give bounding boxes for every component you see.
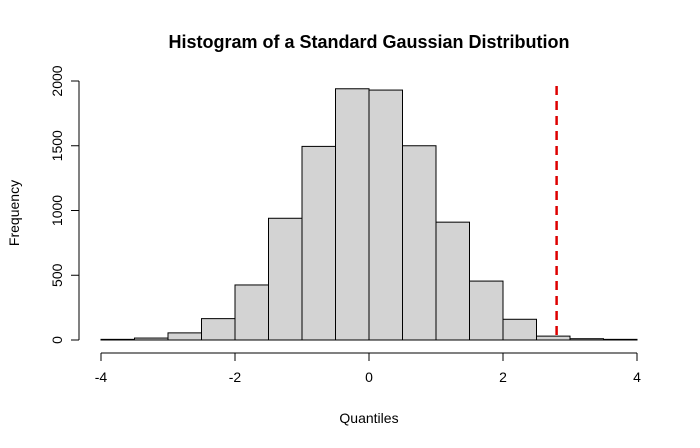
histogram-bar bbox=[234, 284, 269, 341]
x-axis: -4 -2 0 2 4 bbox=[95, 352, 641, 385]
y-tick-label: 1000 bbox=[49, 195, 65, 226]
x-tick-label: -2 bbox=[229, 369, 242, 385]
x-tick-label: -4 bbox=[95, 369, 108, 385]
histogram-bar bbox=[301, 145, 336, 341]
y-tick-label: 2000 bbox=[49, 65, 65, 96]
bars-group bbox=[100, 88, 638, 341]
histogram-bar bbox=[268, 217, 303, 341]
x-tick-label: 4 bbox=[633, 369, 641, 385]
x-axis-label: Quantiles bbox=[339, 410, 398, 426]
histogram-bar bbox=[435, 221, 470, 341]
histogram-bar bbox=[100, 338, 135, 341]
histogram-bar bbox=[569, 338, 604, 341]
y-axis-label: Frequency bbox=[6, 180, 22, 246]
histogram-bar bbox=[167, 332, 202, 341]
histogram-bar bbox=[502, 318, 537, 341]
histogram-bar bbox=[603, 338, 638, 341]
y-tick-label: 500 bbox=[49, 263, 65, 287]
y-axis: 0 500 1000 1500 2000 bbox=[49, 65, 80, 344]
x-tick-label: 2 bbox=[499, 369, 507, 385]
chart-title: Histogram of a Standard Gaussian Distrib… bbox=[168, 32, 569, 52]
x-tick-label: 0 bbox=[365, 369, 373, 385]
histogram-bar bbox=[134, 337, 169, 341]
histogram-bar bbox=[201, 318, 236, 341]
histogram-bar bbox=[368, 89, 403, 341]
y-tick-label: 1500 bbox=[49, 130, 65, 161]
histogram-bar bbox=[536, 335, 571, 341]
y-tick-label: 0 bbox=[49, 336, 65, 344]
histogram-bar bbox=[335, 88, 370, 341]
histogram-bar bbox=[402, 145, 437, 341]
histogram-bar bbox=[469, 280, 504, 341]
